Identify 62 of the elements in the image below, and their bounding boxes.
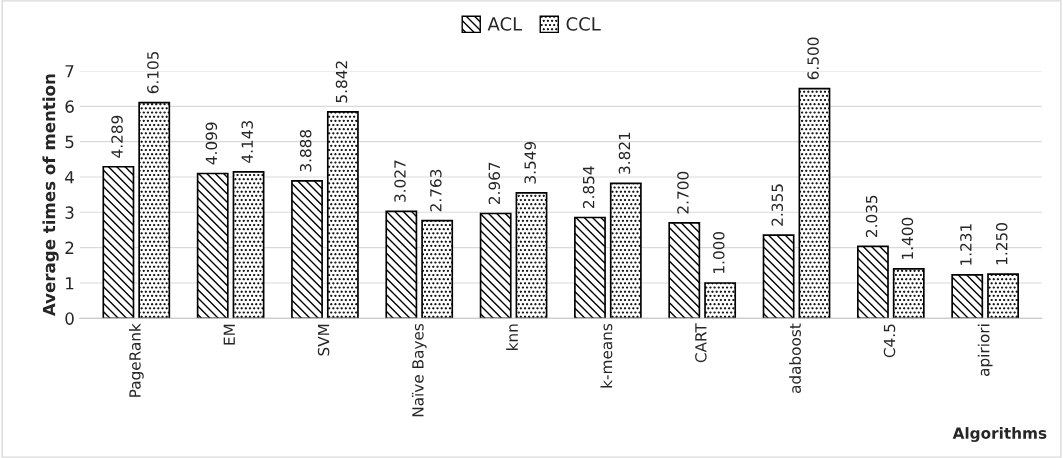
y-tick-label: 1 [66, 277, 74, 290]
data-label: 6.500 [807, 37, 819, 80]
bar [668, 222, 701, 319]
bar [762, 234, 795, 319]
bar [798, 87, 831, 319]
bar [987, 273, 1019, 319]
data-label: 1.400 [901, 217, 914, 259]
data-label: 1.250 [995, 223, 1008, 265]
data-label: 2.035 [865, 195, 878, 237]
x-tick-label: CART [695, 323, 707, 363]
bar [421, 219, 454, 319]
legend-label: ACL [487, 17, 523, 31]
legend-label: CCL [566, 17, 601, 31]
data-label: 1.231 [960, 224, 972, 265]
bar [515, 192, 548, 319]
x-tick-label: k-means [600, 323, 613, 388]
data-label: 2.967 [488, 162, 501, 205]
x-tick-label: C4.5 [883, 324, 896, 358]
data-label: 3.549 [524, 141, 536, 184]
data-label: 6.105 [147, 51, 159, 94]
data-label: 3.888 [299, 129, 312, 172]
data-label: 3.027 [394, 160, 406, 202]
bar [856, 245, 889, 319]
bar [102, 165, 135, 319]
y-axis-title: Average times of mention [42, 74, 59, 317]
data-label: 1.000 [713, 231, 725, 273]
y-tick-label: 0 [65, 312, 74, 325]
x-tick-label: Naïve Bayes [411, 323, 427, 417]
data-label: 3.821 [618, 132, 631, 174]
y-tick-label: 4 [65, 171, 74, 184]
data-label: 4.099 [205, 122, 218, 165]
y-tick-label: 3 [65, 206, 74, 219]
x-tick-label: SVM [317, 324, 330, 356]
bar [385, 210, 418, 319]
bar [704, 282, 737, 319]
data-label: 2.700 [677, 171, 689, 214]
x-tick-label: adaboost [789, 323, 801, 394]
y-tick-label: 5 [65, 135, 74, 149]
y-tick-label: 2 [65, 241, 74, 254]
bar [609, 182, 642, 319]
data-label: 4.143 [241, 121, 253, 163]
data-label: 2.763 [430, 169, 442, 212]
x-tick-label: knn [506, 324, 518, 350]
x-tick-label: apiriori [977, 324, 993, 376]
bar [196, 172, 229, 319]
bar [479, 212, 512, 319]
data-label: 4.289 [111, 115, 123, 158]
data-label: 5.842 [335, 61, 348, 103]
x-axis-title: Algorithms [952, 427, 1047, 442]
bar [951, 273, 984, 319]
bar [326, 111, 359, 319]
data-label: 2.355 [771, 184, 784, 226]
bar [232, 171, 265, 319]
bar [291, 180, 323, 319]
y-tick-label: 6 [65, 100, 74, 113]
bar [892, 268, 925, 319]
y-tick-label: 7 [65, 65, 74, 78]
x-tick-label: PageRank [128, 323, 144, 397]
bar [138, 101, 171, 319]
bar [574, 216, 606, 319]
x-tick-label: EM [223, 324, 235, 345]
data-label: 2.854 [582, 166, 595, 209]
